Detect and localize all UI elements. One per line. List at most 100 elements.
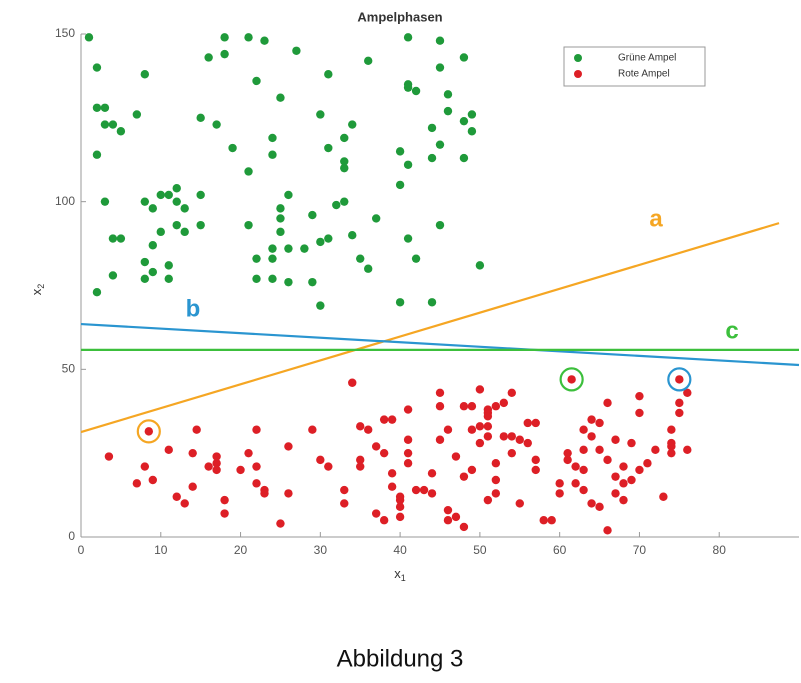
point	[236, 465, 245, 475]
point	[204, 53, 213, 62]
point	[140, 274, 150, 283]
point	[252, 254, 261, 263]
point	[571, 462, 580, 471]
point	[284, 190, 293, 200]
point	[228, 143, 237, 153]
point	[172, 220, 181, 230]
point	[364, 425, 373, 434]
point	[268, 244, 277, 253]
x-tick-label: 0	[78, 543, 85, 557]
point	[435, 435, 445, 444]
point	[395, 147, 405, 156]
point	[531, 465, 540, 475]
point	[364, 264, 373, 273]
point	[116, 127, 126, 136]
y-tick-label: 150	[55, 26, 75, 40]
x-axis-label: x1	[394, 566, 406, 583]
point	[100, 120, 110, 129]
point	[188, 482, 197, 491]
y-axis-label: x2	[29, 284, 46, 296]
point	[563, 448, 572, 458]
point	[387, 482, 397, 491]
point	[371, 214, 381, 223]
point	[675, 375, 684, 384]
point	[467, 110, 477, 119]
point	[148, 267, 157, 277]
point	[443, 425, 453, 434]
point	[316, 455, 325, 465]
point	[132, 479, 142, 488]
point	[204, 462, 213, 471]
point	[284, 489, 293, 498]
point	[459, 153, 469, 163]
point	[308, 277, 317, 287]
point	[635, 465, 644, 475]
point	[268, 274, 277, 283]
point	[108, 271, 118, 280]
point	[403, 435, 413, 444]
point	[324, 234, 333, 243]
point	[499, 432, 509, 441]
point	[324, 462, 333, 471]
point	[340, 157, 349, 166]
point	[619, 495, 628, 505]
y-tick-label: 100	[55, 194, 75, 208]
x-tick-label: 60	[553, 543, 567, 557]
point	[268, 150, 277, 159]
x-axis-label-main: x	[394, 566, 401, 581]
point	[308, 425, 317, 434]
point	[156, 227, 165, 237]
point	[164, 190, 173, 200]
point	[108, 234, 118, 243]
point	[635, 408, 644, 418]
point	[651, 445, 660, 455]
point	[220, 49, 229, 59]
y-tick-label: 50	[62, 362, 76, 376]
point	[667, 442, 676, 451]
point	[284, 244, 293, 253]
legend-label: Rote Ampel	[618, 69, 670, 80]
point	[403, 33, 413, 42]
point	[491, 402, 501, 411]
point	[403, 448, 413, 458]
point	[244, 167, 253, 176]
point	[140, 257, 150, 267]
point	[475, 261, 485, 270]
point	[379, 448, 389, 458]
point	[611, 489, 620, 498]
point	[459, 472, 469, 481]
point	[340, 499, 349, 508]
point	[467, 465, 477, 475]
point	[340, 485, 349, 495]
chart-title: Ampelphasen	[357, 9, 442, 24]
point	[395, 492, 405, 501]
point	[371, 442, 381, 451]
point	[547, 516, 556, 525]
point	[683, 445, 692, 455]
point	[435, 388, 445, 398]
point	[164, 274, 173, 283]
point	[523, 438, 532, 448]
point	[587, 415, 596, 424]
line-label: b	[186, 295, 201, 322]
point	[387, 415, 397, 424]
point	[92, 103, 102, 112]
point	[443, 90, 453, 99]
point	[196, 220, 205, 230]
point	[140, 197, 150, 206]
point	[276, 227, 285, 237]
point	[308, 210, 317, 220]
point	[188, 448, 197, 458]
point	[483, 412, 493, 421]
point	[475, 438, 485, 448]
point	[244, 220, 253, 230]
line-label: c	[725, 317, 738, 344]
point	[244, 448, 253, 458]
point	[571, 479, 580, 488]
point	[435, 63, 445, 72]
point	[156, 190, 165, 200]
point	[244, 33, 253, 42]
point	[483, 405, 493, 414]
point	[403, 83, 413, 92]
